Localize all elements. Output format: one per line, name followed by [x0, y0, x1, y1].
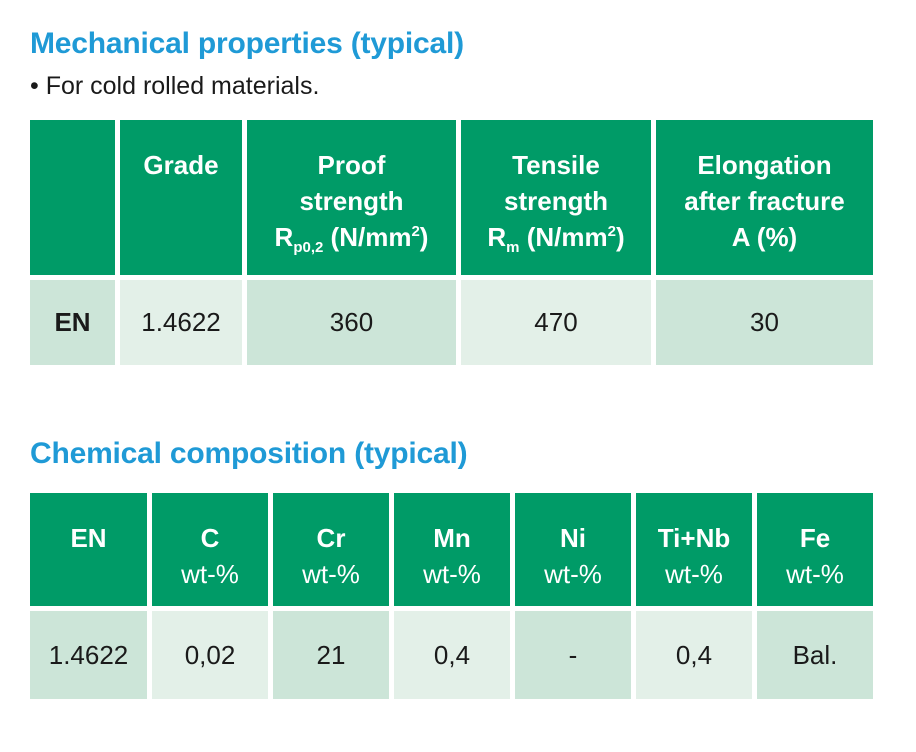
mech-cell-proof-strength: 360 [247, 280, 456, 365]
chem-header-ti-nb: Ti+Nb wt-% [636, 493, 752, 606]
mech-header-proof-strength: Proof strength Rp0,2 (N/mm2) [247, 120, 456, 275]
mech-header-grade: Grade [120, 120, 242, 275]
mech-cell-elongation: 30 [656, 280, 873, 365]
chem-cell-ni: - [515, 611, 631, 699]
chem-header-cr: Cr wt-% [273, 493, 389, 606]
elong-line1: Elongation [697, 150, 832, 180]
tensile-line2: strength [504, 186, 608, 216]
chem-cell-mn: 0,4 [394, 611, 510, 699]
chem-header-fe: Fe wt-% [757, 493, 873, 606]
proof-line2: strength [299, 186, 404, 216]
cold-rolled-note: • For cold rolled materials. [30, 72, 320, 100]
chemical-composition-title: Chemical composition (typical) [30, 437, 468, 470]
chem-cell-fe: Bal. [757, 611, 873, 699]
mech-header-blank [30, 120, 115, 275]
chem-cell-en: 1.4622 [30, 611, 147, 699]
mech-cell-grade: 1.4622 [120, 280, 242, 365]
chem-cell-ti-nb: 0,4 [636, 611, 752, 699]
chem-header-ni: Ni wt-% [515, 493, 631, 606]
mech-header-grade-label: Grade [143, 150, 219, 180]
proof-line1: Proof [317, 150, 386, 180]
tensile-line1: Tensile [512, 150, 600, 180]
mechanical-properties-title: Mechanical properties (typical) [30, 27, 464, 60]
mech-header-tensile-strength: Tensile strength Rm (N/mm2) [461, 120, 651, 275]
mech-header-elongation: Elongation after fracture A (%) [656, 120, 873, 275]
elong-line3: A (%) [731, 222, 798, 252]
elong-line2: after fracture [684, 186, 845, 216]
tensile-line3: Rm (N/mm2) [487, 222, 625, 256]
chem-header-en: EN [30, 493, 147, 606]
chem-cell-c: 0,02 [152, 611, 268, 699]
chem-cell-cr: 21 [273, 611, 389, 699]
mech-cell-standard: EN [30, 280, 115, 365]
chem-header-mn: Mn wt-% [394, 493, 510, 606]
proof-line3: Rp0,2 (N/mm2) [274, 222, 429, 256]
mech-cell-tensile-strength: 470 [461, 280, 651, 365]
